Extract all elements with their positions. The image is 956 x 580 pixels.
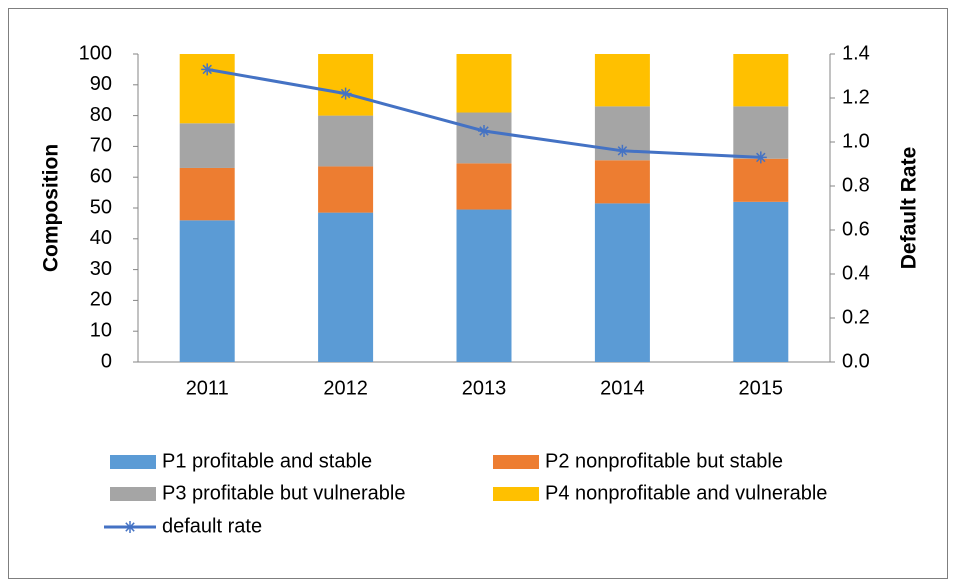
bar-segment	[179, 167, 235, 221]
bar-segment	[594, 160, 650, 204]
bar-segment	[179, 220, 235, 362]
y-tick-label: 40	[90, 227, 112, 249]
bar-segment	[456, 209, 512, 362]
bar-segment	[179, 123, 235, 168]
bar-segment	[456, 54, 512, 113]
y-tick-label: 90	[90, 73, 112, 95]
legend-label: default rate	[162, 515, 262, 537]
y-tick-label: 50	[90, 196, 112, 218]
x-tick-label: 2015	[739, 377, 784, 399]
y-tick-label: 60	[90, 165, 112, 187]
y2-tick-label: 0.6	[842, 218, 870, 240]
y2-tick-label: 1.4	[842, 42, 870, 64]
x-tick-label: 2013	[462, 377, 507, 399]
legend-swatch	[110, 487, 156, 501]
y-tick-label: 20	[90, 289, 112, 311]
chart-frame	[8, 8, 948, 579]
legend-swatch	[110, 455, 156, 469]
bar-segment	[456, 112, 512, 164]
line-marker	[754, 151, 767, 164]
bar-segment	[456, 163, 512, 210]
y2-axis-label: Default Rate	[898, 147, 921, 270]
line-marker	[339, 87, 352, 100]
legend-label: P1 profitable and stable	[162, 450, 372, 472]
legend-swatch	[493, 455, 539, 469]
y-tick-label: 70	[90, 135, 112, 157]
y-tick-label: 80	[90, 104, 112, 126]
x-tick-label: 2014	[600, 377, 645, 399]
y-tick-label: 0	[101, 350, 112, 372]
y2-tick-label: 1.2	[842, 86, 870, 108]
bar-segment	[318, 54, 374, 116]
bar-segment	[733, 201, 789, 362]
legend-swatch	[493, 487, 539, 501]
y-tick-label: 100	[79, 42, 112, 64]
line-marker	[478, 125, 490, 137]
bar-segment	[318, 212, 374, 362]
legend-label: P4 nonprofitable and vulnerable	[545, 482, 827, 504]
bar-segment	[594, 54, 650, 107]
bar-segment	[733, 54, 789, 107]
x-tick-label: 2011	[186, 377, 229, 399]
legend-label: P3 profitable but vulnerable	[162, 482, 406, 504]
x-tick-label: 2012	[323, 377, 368, 399]
y-tick-label: 10	[90, 319, 112, 341]
y2-tick-label: 0.8	[842, 174, 870, 196]
y2-tick-label: 1.0	[842, 130, 870, 152]
line-marker	[201, 63, 214, 76]
y2-tick-label: 0.2	[842, 306, 870, 328]
line-marker	[616, 144, 629, 157]
bar-segment	[733, 158, 789, 202]
legend-marker	[124, 521, 136, 533]
legend-label: P2 nonprofitable but stable	[545, 450, 783, 472]
y-tick-label: 30	[90, 258, 112, 280]
y2-tick-label: 0.4	[842, 262, 870, 284]
bar-segment	[733, 106, 789, 159]
bar-segment	[318, 166, 374, 213]
y-axis-label: Composition	[40, 144, 63, 272]
y2-tick-label: 0.0	[842, 350, 870, 372]
bar-segment	[318, 115, 374, 167]
bar-segment	[594, 203, 650, 362]
